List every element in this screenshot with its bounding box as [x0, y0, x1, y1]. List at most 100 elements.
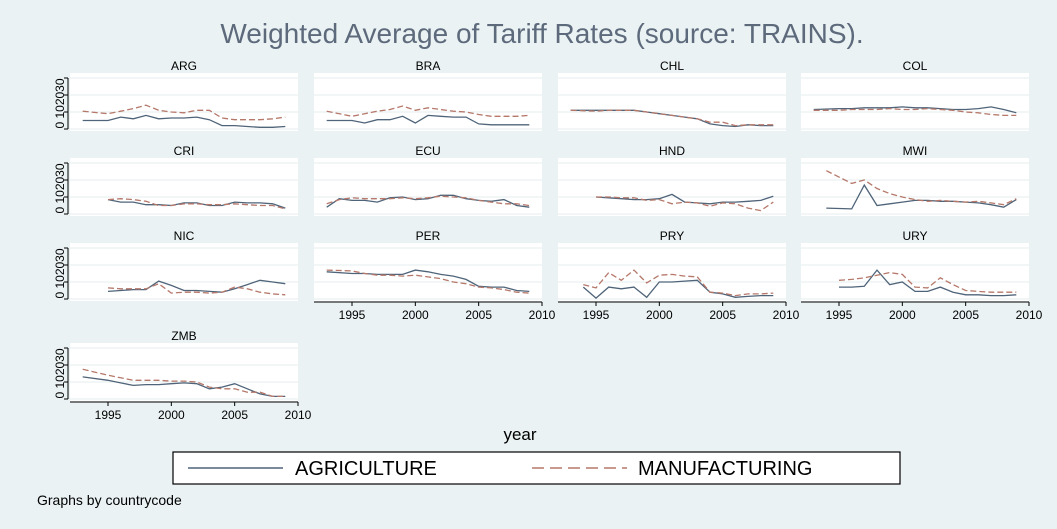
chart-title: Weighted Average of Tariff Rates (source… [220, 18, 863, 49]
series-line-manufacturing [107, 198, 286, 210]
x-tick-label: 1995 [583, 308, 610, 322]
panels-layer: ARG 0 102030 BRA CHL COL CRI 0 102030 ECU HND MWI… [53, 58, 1043, 422]
series-line-manufacturing [107, 282, 286, 296]
panel-plot-area [801, 243, 1029, 301]
panel-plot-area [558, 243, 786, 301]
series-line-agriculture [82, 376, 286, 398]
series-line-manufacturing [326, 105, 530, 117]
panel-strip [801, 228, 1029, 243]
panel-cri: CRI 0 102030 [53, 143, 298, 216]
panel-ecu: ECU [314, 143, 542, 216]
panel-strip [314, 58, 542, 73]
x-tick-label: 2010 [773, 308, 800, 322]
panel-title: ZMB [171, 329, 196, 343]
series-line-agriculture [595, 193, 774, 205]
graphs-by-note: Graphs by countrycode [37, 492, 182, 508]
legend: AGRICULTURE MANUFACTURING [172, 451, 901, 485]
x-tick-label: 1995 [95, 408, 122, 422]
series-line-manufacturing [813, 107, 1017, 117]
panel-title: ECU [415, 144, 440, 158]
series-line-agriculture [326, 114, 530, 126]
panel-plot-area [70, 73, 298, 131]
panel-title: HND [659, 144, 685, 158]
x-tick-label: 2000 [402, 308, 429, 322]
panel-mwi: MWI [801, 143, 1029, 216]
panel-plot-area [70, 343, 298, 401]
series-line-agriculture [107, 198, 286, 209]
panel-title: PRY [660, 229, 684, 243]
panel-pry: PRY 1995 2000 2005 2010 [558, 228, 800, 322]
panel-bra: BRA [314, 58, 542, 131]
panel-strip [70, 58, 298, 73]
panel-strip [314, 143, 542, 158]
series-line-agriculture [582, 279, 774, 299]
panel-plot-area [70, 158, 298, 216]
x-tick-label: 2000 [158, 408, 185, 422]
y-tick-labels: 0 102030 [53, 163, 67, 213]
series-line-manufacturing [826, 170, 1017, 206]
x-tick-label: 2010 [529, 308, 556, 322]
series-line-manufacturing [570, 109, 774, 127]
x-tick-label: 2005 [465, 308, 492, 322]
series-line-manufacturing [838, 271, 1017, 293]
panel-strip [70, 328, 298, 343]
panel-chl: CHL [558, 58, 786, 131]
legend-label-manufacturing: MANUFACTURING [638, 458, 812, 480]
panel-plot-area [314, 73, 542, 131]
series-line-agriculture [107, 279, 286, 293]
panel-nic: NIC 0 102030 [53, 228, 298, 301]
panel-strip [70, 228, 298, 243]
panel-strip [558, 228, 786, 243]
y-tick-labels: 0 102030 [53, 248, 67, 298]
panel-ury: URY 1995 2000 2005 2010 [801, 228, 1043, 322]
panel-plot-area [801, 158, 1029, 216]
series-line-manufacturing [326, 195, 530, 207]
x-tick-label: 1995 [339, 308, 366, 322]
x-tick-label: 2005 [221, 408, 248, 422]
panel-plot-area [70, 243, 298, 301]
series-line-agriculture [326, 269, 530, 293]
panel-plot-area [558, 158, 786, 216]
y-tick-labels: 0 102030 [53, 78, 67, 128]
panel-title: PER [416, 229, 441, 243]
x-tick-label: 1995 [826, 308, 853, 322]
series-line-manufacturing [82, 104, 286, 121]
x-tick-label: 2010 [1016, 308, 1043, 322]
series-line-agriculture [839, 269, 1017, 297]
panel-title: CRI [174, 144, 195, 158]
panel-strip [801, 58, 1029, 73]
x-tick-label: 2005 [952, 308, 979, 322]
panel-strip [801, 143, 1029, 158]
panel-strip [558, 143, 786, 158]
series-line-agriculture [82, 114, 286, 128]
series-line-agriculture [826, 183, 1017, 210]
panel-col: COL [801, 58, 1029, 131]
panel-hnd: HND [558, 143, 786, 216]
x-tick-label: 2000 [646, 308, 673, 322]
panel-plot-area [558, 73, 786, 131]
panel-strip [558, 58, 786, 73]
panel-title: ARG [171, 59, 197, 73]
series-line-agriculture [813, 106, 1017, 114]
panel-title: CHL [660, 59, 684, 73]
panel-strip [70, 143, 298, 158]
x-tick-label: 2005 [709, 308, 736, 322]
series-line-agriculture [326, 194, 530, 208]
panel-strip [314, 228, 542, 243]
panel-title: MWI [903, 144, 928, 158]
panel-arg: ARG 0 102030 [53, 58, 298, 131]
panel-per: PER 1995 2000 2005 2010 [314, 228, 556, 322]
series-line-manufacturing [596, 196, 774, 212]
panel-title: COL [903, 59, 928, 73]
series-line-manufacturing [583, 269, 774, 297]
panel-plot-area [314, 158, 542, 216]
x-tick-label: 2010 [285, 408, 312, 422]
panel-title: NIC [174, 229, 195, 243]
series-line-manufacturing [326, 269, 530, 294]
legend-label-agriculture: AGRICULTURE [295, 458, 437, 480]
y-tick-labels: 0 102030 [53, 348, 67, 398]
panel-zmb: ZMB 0 102030 1995 2000 2005 2010 [53, 328, 312, 422]
x-axis-title: year [503, 425, 536, 444]
panel-plot-area [801, 73, 1029, 131]
